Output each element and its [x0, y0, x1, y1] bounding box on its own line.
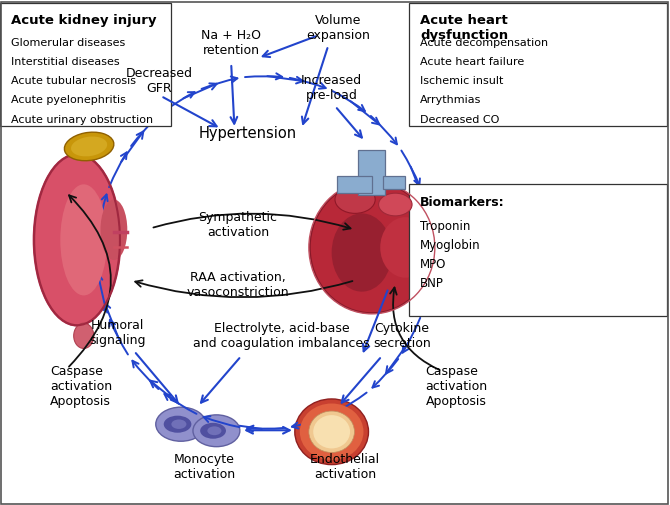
Text: Biomarkers:: Biomarkers: [420, 196, 505, 209]
Ellipse shape [335, 186, 375, 213]
Text: BNP: BNP [420, 277, 444, 290]
Ellipse shape [163, 416, 192, 433]
Text: Volume
expansion: Volume expansion [306, 14, 371, 42]
Text: Monocyte
activation: Monocyte activation [174, 453, 235, 481]
Text: Decreased CO: Decreased CO [420, 115, 499, 125]
Text: Acute tubular necrosis: Acute tubular necrosis [11, 76, 137, 86]
FancyBboxPatch shape [337, 176, 372, 193]
Ellipse shape [74, 323, 94, 348]
Text: Acute heart failure: Acute heart failure [420, 57, 525, 67]
Text: Glomerular diseases: Glomerular diseases [11, 38, 126, 48]
Ellipse shape [172, 420, 186, 429]
Ellipse shape [208, 426, 221, 435]
Ellipse shape [60, 184, 107, 295]
Text: Na + H₂O
retention: Na + H₂O retention [201, 29, 261, 57]
Text: Troponin: Troponin [420, 220, 470, 233]
Text: Acute urinary obstruction: Acute urinary obstruction [11, 115, 153, 125]
Text: Humoral
signaling: Humoral signaling [89, 319, 145, 347]
Ellipse shape [332, 213, 392, 292]
Ellipse shape [64, 132, 114, 161]
FancyBboxPatch shape [358, 150, 385, 195]
Text: Hypertension: Hypertension [199, 126, 297, 141]
Ellipse shape [379, 193, 412, 216]
Ellipse shape [300, 403, 363, 460]
Ellipse shape [100, 199, 127, 260]
Text: Caspase
activation
Apoptosis: Caspase activation Apoptosis [50, 365, 113, 408]
Text: Sympathetic
activation: Sympathetic activation [198, 211, 277, 239]
Text: Endothelial
activation: Endothelial activation [310, 453, 380, 481]
Text: Decreased
GFR: Decreased GFR [126, 67, 193, 95]
Text: Electrolyte, acid-base
and coagulation imbalances: Electrolyte, acid-base and coagulation i… [193, 322, 370, 350]
Ellipse shape [313, 415, 350, 448]
Ellipse shape [71, 136, 107, 157]
Text: Increased
pre-load: Increased pre-load [301, 74, 362, 103]
Text: MPO: MPO [420, 258, 446, 271]
Text: Acute heart
dysfunction: Acute heart dysfunction [420, 14, 509, 42]
Text: Ischemic insult: Ischemic insult [420, 76, 503, 86]
Text: RAA activation,
vasoconstriction: RAA activation, vasoconstriction [186, 271, 289, 299]
FancyBboxPatch shape [409, 3, 667, 126]
Ellipse shape [193, 415, 240, 447]
Text: Cytokine
secretion: Cytokine secretion [373, 322, 431, 350]
Text: Acute pyelonephritis: Acute pyelonephritis [11, 95, 126, 106]
Text: Arrythmias: Arrythmias [420, 95, 482, 106]
Ellipse shape [295, 399, 369, 465]
Text: Acute decompensation: Acute decompensation [420, 38, 548, 48]
FancyBboxPatch shape [383, 176, 405, 189]
Ellipse shape [310, 182, 434, 313]
FancyBboxPatch shape [409, 184, 667, 316]
Text: Myoglobin: Myoglobin [420, 239, 480, 252]
Ellipse shape [309, 411, 354, 452]
Ellipse shape [200, 423, 226, 439]
Ellipse shape [381, 217, 430, 278]
FancyBboxPatch shape [0, 3, 171, 126]
Ellipse shape [155, 407, 206, 441]
Ellipse shape [34, 154, 121, 326]
Text: Interstitial diseases: Interstitial diseases [11, 57, 120, 67]
Text: Acute kidney injury: Acute kidney injury [11, 14, 157, 27]
Text: Caspase
activation
Apoptosis: Caspase activation Apoptosis [425, 365, 488, 408]
